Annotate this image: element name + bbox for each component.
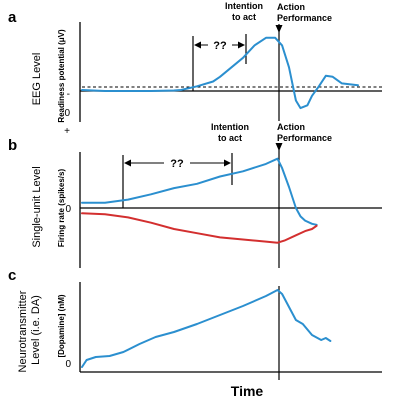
panel-b-row-label: Single-unit Level <box>31 166 43 247</box>
panel-b-intention-line-2: to act <box>218 133 242 143</box>
panel-a-tick-zero: 0 <box>64 108 70 119</box>
panel-b-action-line-2: Performance <box>277 133 332 143</box>
panel-c-series-1-line <box>81 289 332 368</box>
panel-a-letter: a <box>8 9 17 26</box>
panel-c-row-label-line-2: Level (i.e. DA) <box>30 295 42 365</box>
panel-b-interval-mask <box>164 156 190 169</box>
panel-b: b Single-unit Level Firing rate (spikes/… <box>8 122 382 268</box>
x-axis-title: Time <box>231 383 264 399</box>
panel-c-row-label: Neurotransmitter Level (i.e. DA) <box>17 288 42 373</box>
panel-a-interval-label: ?? <box>213 40 227 52</box>
panel-a-row-label: EEG Level <box>31 53 43 106</box>
panel-c: c Neurotransmitter Level (i.e. DA) [Dopa… <box>8 267 382 399</box>
panel-a-interval-arrowhead-left <box>194 41 201 49</box>
panel-a: a EEG Level Readiness potential (μV) - 0… <box>8 1 382 137</box>
panel-b-action-line-1: Action <box>277 122 305 132</box>
panel-b-intention-line-1: Intention <box>211 122 249 132</box>
panel-a-action-arrowhead <box>275 25 283 33</box>
panel-a-tick-minus: - <box>67 89 70 100</box>
panel-a-interval-arrowhead-right <box>238 41 245 49</box>
panel-a-action-line-2: Performance <box>277 13 332 23</box>
panel-c-tick-zero: 0 <box>65 359 71 370</box>
panel-a-intention-line-1: Intention <box>225 1 263 11</box>
panel-b-action-arrowhead <box>275 143 283 151</box>
panel-b-letter: b <box>8 137 17 154</box>
panel-c-letter: c <box>8 267 16 284</box>
panel-a-tick-plus: + <box>64 126 70 137</box>
panel-b-series-1-line <box>81 157 318 226</box>
panel-c-y-axis-label: [Dopamine] (nM) <box>57 294 66 357</box>
panel-c-row-label-line-1: Neurotransmitter <box>17 290 29 372</box>
panel-a-y-axis-label: Readiness potential (μV) <box>57 29 66 123</box>
panel-b-y-axis-label: Firing rate (spikes/s) <box>57 169 66 248</box>
panel-b-tick-zero: 0 <box>65 204 71 215</box>
panel-a-series-1-line <box>81 36 359 110</box>
panel-b-interval-arrowhead-left <box>124 159 131 167</box>
panel-a-action-line-1: Action <box>277 2 305 12</box>
panel-b-series-2-line <box>81 212 318 244</box>
panel-a-intention-line-2: to act <box>232 12 256 22</box>
panel-b-interval-arrowhead-right <box>224 159 231 167</box>
panel-a-interval-mask <box>208 38 232 51</box>
panel-b-interval-label: ?? <box>170 158 184 170</box>
series-layer <box>81 36 359 368</box>
